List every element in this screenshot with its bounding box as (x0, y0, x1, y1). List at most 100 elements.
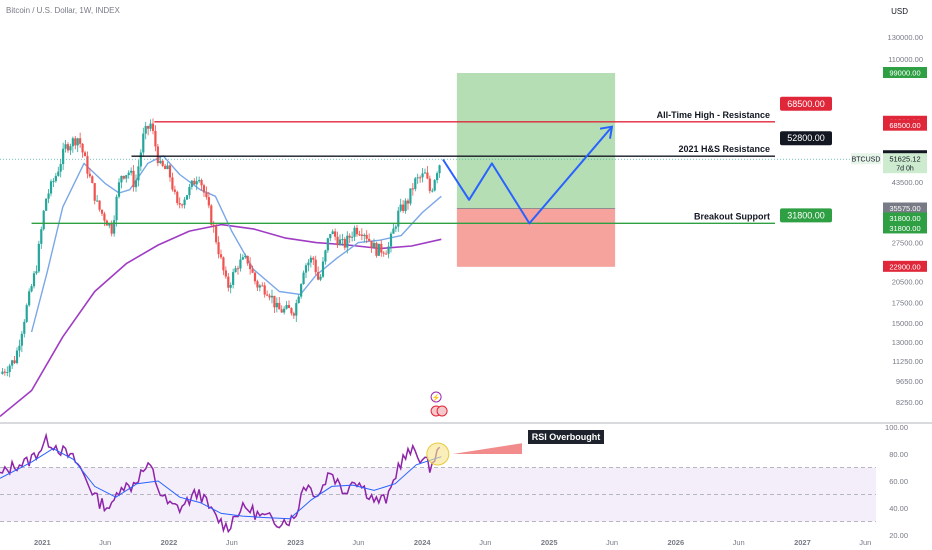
candle-up (1, 371, 4, 374)
candle-down (375, 242, 378, 256)
candle-up (6, 371, 9, 373)
candle-down (278, 302, 281, 310)
stop-zone (456, 208, 616, 267)
candle-up (142, 133, 145, 153)
price-axis-tick: 15000.00 (892, 319, 923, 328)
candle-down (193, 180, 196, 185)
candle-up (195, 181, 198, 185)
candle-down (74, 138, 77, 146)
candle-up (409, 188, 412, 204)
candle-up (139, 152, 142, 167)
candle-up (283, 308, 286, 313)
candle-up (363, 234, 366, 237)
lightning-event-glyph: ⚡ (432, 393, 441, 402)
price-axis-tick: 11250.00 (892, 357, 923, 366)
candle-up (436, 173, 439, 181)
candle-down (256, 281, 259, 288)
axis-price-badge-text: 31800.00 (889, 214, 920, 223)
candle-down (110, 223, 113, 234)
candle-up (45, 198, 48, 211)
time-axis-tick: 2021 (34, 538, 51, 547)
candle-up (338, 239, 342, 246)
candle-down (86, 156, 89, 174)
candle-down (219, 254, 223, 258)
candle-up (309, 257, 312, 263)
candle-down (151, 123, 155, 131)
price-axis-tick: 17500.00 (892, 298, 923, 307)
candle-down (343, 239, 346, 248)
candle-up (64, 144, 67, 149)
candle-up (28, 291, 31, 306)
current-price-badge (883, 153, 927, 174)
candle-up (57, 171, 60, 176)
time-axis-tick: Jun (859, 538, 871, 547)
candle-up (20, 333, 23, 346)
candle-down (161, 160, 164, 166)
candle-down (81, 143, 84, 153)
time-axis-tick: Jun (99, 538, 111, 547)
rsi-line (0, 432, 441, 534)
current-price-text: 51625.12 (889, 155, 920, 164)
candle-down (200, 180, 203, 186)
candle-up (285, 304, 288, 309)
axis-price-badge-text: 68500.00 (889, 121, 920, 130)
rsi-axis-tick: 80.00 (889, 450, 908, 459)
candle-down (370, 240, 373, 248)
candle-up (353, 227, 356, 237)
candle-up (423, 172, 427, 174)
candle-down (181, 204, 184, 206)
axis-price-badge-text: 35575.00 (889, 204, 920, 213)
candle-up (198, 180, 201, 182)
candle-down (91, 176, 94, 184)
candle-down (406, 200, 410, 204)
axis-price-badge-text: 31800.00 (889, 224, 920, 233)
flag-event-icon-2 (436, 405, 448, 417)
candle-down (314, 259, 317, 273)
candle-down (156, 146, 159, 164)
candle-up (239, 259, 242, 269)
candle-up (113, 220, 116, 234)
candle-up (275, 302, 278, 308)
lightning-event-icon (430, 391, 442, 403)
candle-down (287, 304, 291, 309)
candle-down (98, 200, 101, 210)
candle-up (404, 200, 407, 211)
candle-up (302, 272, 305, 285)
level-price-badge (780, 96, 832, 111)
axis-price-badge (883, 67, 927, 79)
candle-up (270, 295, 274, 298)
level-label: All-Time High - Resistance (657, 110, 770, 120)
candle-down (103, 213, 106, 221)
candle-up (244, 255, 247, 258)
candle-up (166, 165, 169, 170)
overbought-highlight (426, 442, 450, 466)
candle-up (387, 246, 390, 254)
candle-up (40, 229, 43, 244)
candle-up (134, 180, 138, 188)
candle-up (421, 173, 424, 178)
candle-up (377, 243, 380, 256)
candle-down (419, 177, 422, 179)
candle-down (202, 185, 206, 193)
candle-up (59, 164, 62, 172)
currency-label[interactable]: USD (891, 7, 908, 16)
candle-down (268, 295, 271, 298)
candle-down (236, 268, 240, 270)
candle-down (334, 231, 337, 237)
candle-up (307, 262, 310, 266)
candle-down (66, 144, 70, 151)
price-axis-tick: 110000.00 (888, 55, 923, 64)
candle-down (154, 130, 157, 147)
candle-down (426, 172, 429, 179)
candle-down (402, 204, 405, 211)
candle-down (132, 170, 135, 188)
candle-up (18, 345, 21, 351)
candle-up (54, 175, 57, 182)
price-axis-tick: 43500.00 (892, 178, 923, 187)
candle-up (341, 239, 344, 241)
candle-up (229, 284, 232, 288)
candle-up (300, 284, 303, 297)
candle-up (8, 365, 11, 372)
candle-up (49, 181, 53, 194)
